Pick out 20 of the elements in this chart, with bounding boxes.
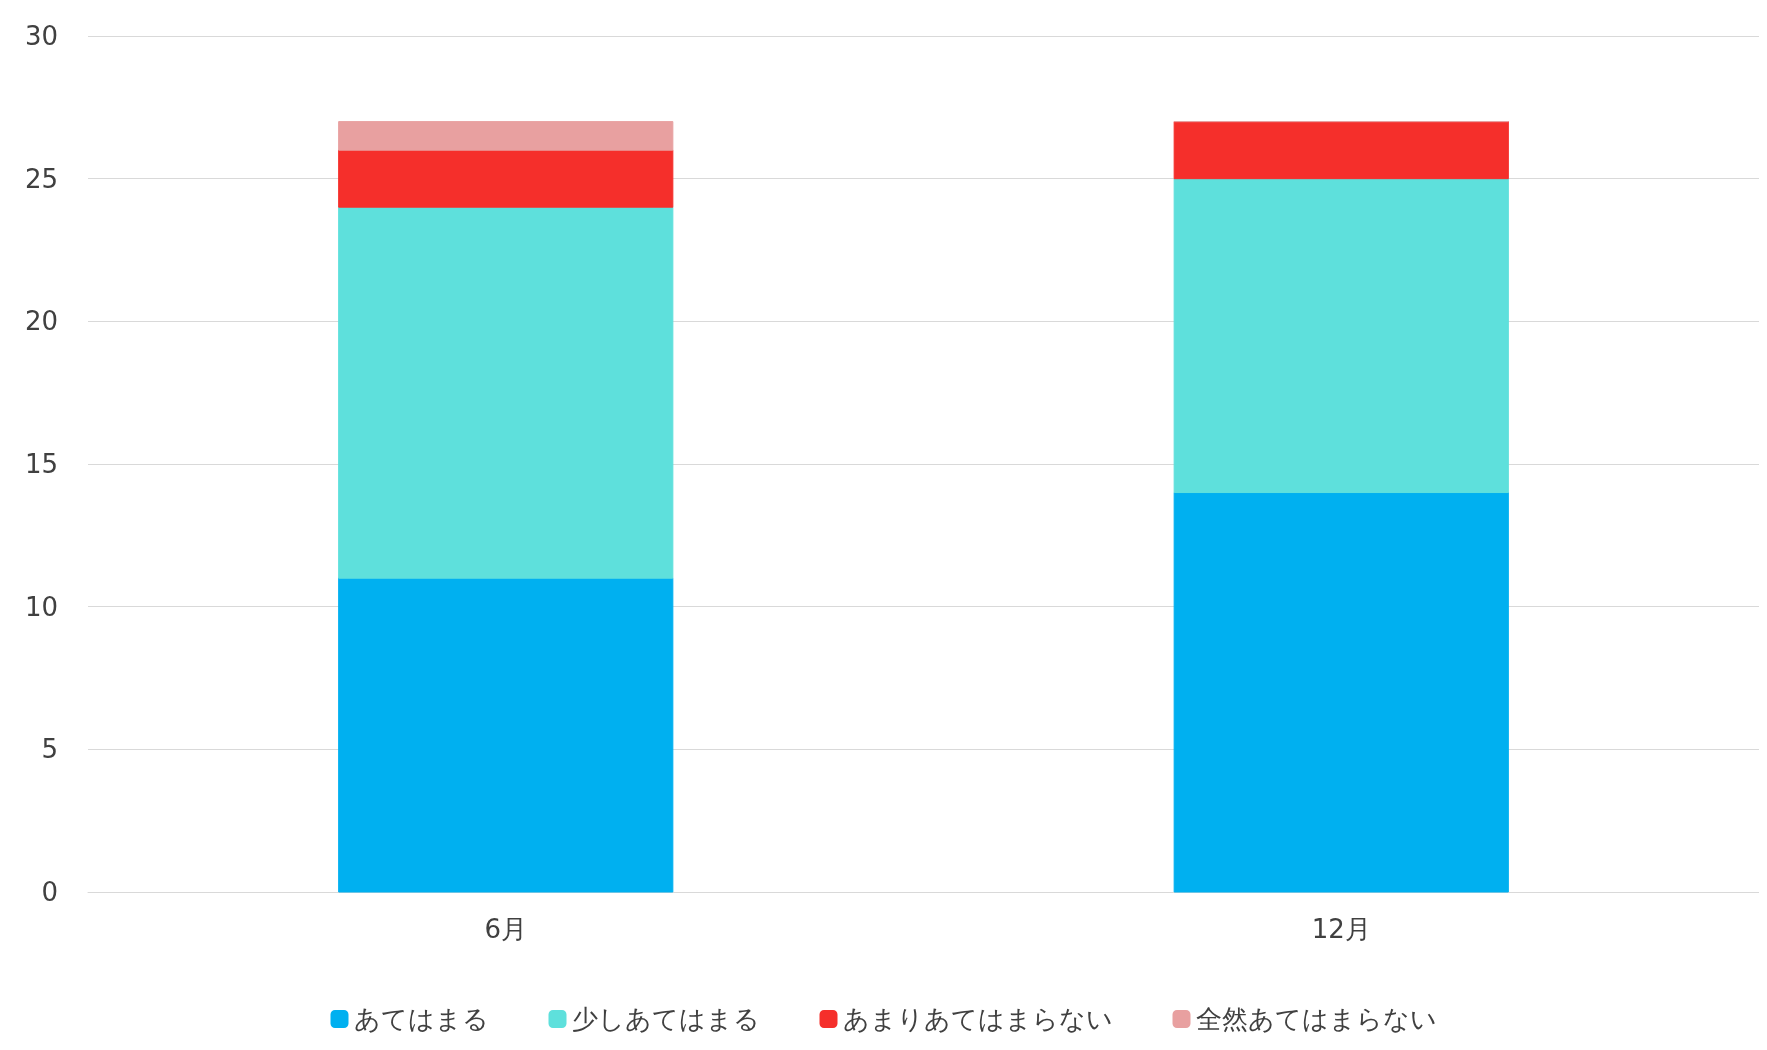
- bar: [338, 121, 674, 151]
- y-tick-label: 5: [41, 734, 58, 765]
- bar: [1173, 121, 1509, 180]
- y-tick-label: 0: [41, 877, 58, 907]
- legend-label: 全然あてはまらない: [1195, 1004, 1437, 1034]
- bar: [338, 149, 674, 208]
- y-tick-label: 30: [24, 21, 58, 51]
- y-tick-label: 10: [24, 591, 58, 622]
- y-tick-label: 25: [24, 163, 58, 194]
- legend-label: あてはまる: [353, 1004, 489, 1034]
- x-tick-label: 6月: [484, 914, 528, 944]
- legend-label: 少しあてはまる: [571, 1004, 760, 1034]
- y-tick-label: 15: [24, 449, 58, 479]
- legend-label: あまりあてはまらない: [842, 1004, 1113, 1034]
- bar: [1173, 178, 1509, 494]
- x-tick-label: 12月: [1311, 914, 1371, 944]
- bar: [338, 206, 674, 579]
- y-tick-label: 20: [24, 306, 58, 337]
- bar: [338, 577, 674, 893]
- bar: [1173, 492, 1509, 893]
